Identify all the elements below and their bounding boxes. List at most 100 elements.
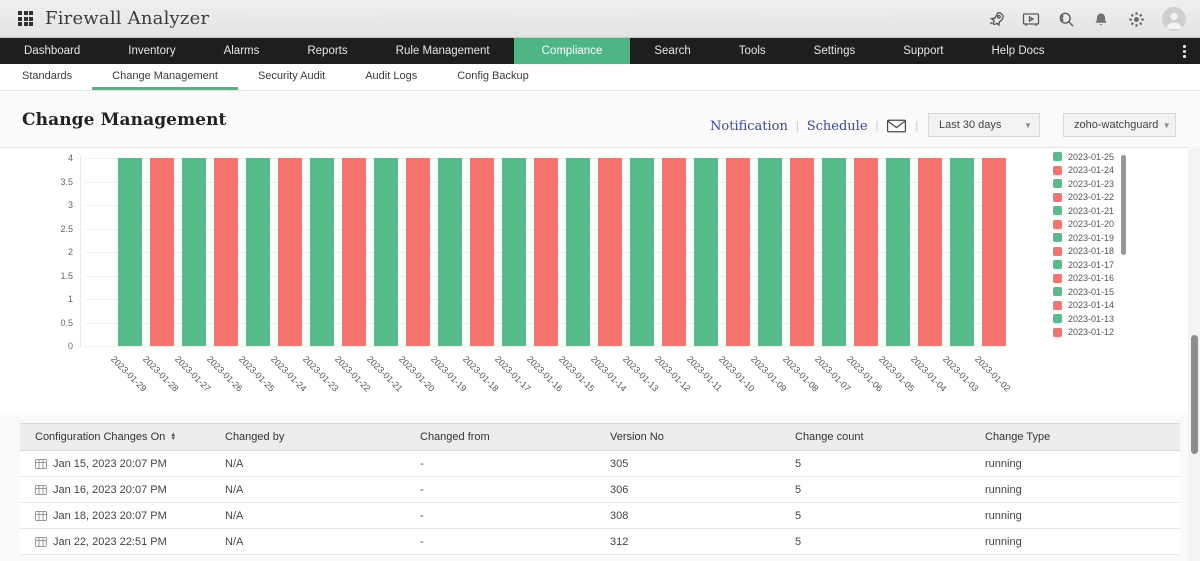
column-header-changed-by[interactable]: Changed by <box>225 431 285 443</box>
bar-2023-01-22[interactable] <box>342 158 366 346</box>
cell-change-type: running <box>985 457 1022 470</box>
table-row[interactable]: Jan 22, 2023 22:51 PM N/A - 312 5 running <box>20 529 1180 555</box>
nav-item-dashboard[interactable]: Dashboard <box>24 45 81 57</box>
settings-gear-icon[interactable] <box>1127 10 1145 28</box>
search-icon[interactable] <box>1057 10 1075 28</box>
legend-item-2023-01-23[interactable]: 2023-01-23 <box>1053 177 1119 191</box>
legend-item-2023-01-16[interactable]: 2023-01-16 <box>1053 272 1119 286</box>
nav-item-help-docs[interactable]: Help Docs <box>991 45 1045 57</box>
column-header-version-no[interactable]: Version No <box>610 431 664 443</box>
bar-2023-01-18[interactable] <box>470 158 494 346</box>
bar-2023-01-21[interactable] <box>374 158 398 346</box>
page-scrollbar-thumb[interactable] <box>1191 335 1198 454</box>
table-row[interactable]: Jan 16, 2023 20:07 PM N/A - 306 5 running <box>20 477 1180 503</box>
subnav-item-standards[interactable]: Standards <box>22 69 73 82</box>
bar-2023-01-17[interactable] <box>502 158 526 346</box>
device-dropdown[interactable]: zoho-watchguard ▼ <box>1063 113 1176 137</box>
nav-item-alarms[interactable]: Alarms <box>223 45 260 57</box>
bar-2023-01-05[interactable] <box>886 158 910 346</box>
cell-change-type: running <box>985 509 1022 522</box>
changes-table: Configuration Changes On ▲ ▼ Changed by Chan… <box>20 423 1180 555</box>
bar-2023-01-19[interactable] <box>438 158 462 346</box>
email-icon[interactable] <box>886 118 907 134</box>
bar-2023-01-02[interactable] <box>982 158 1006 346</box>
table-row[interactable]: Jan 18, 2023 20:07 PM N/A - 308 5 running <box>20 503 1180 529</box>
bar-2023-01-29[interactable] <box>118 158 142 346</box>
bar-2023-01-03[interactable] <box>950 158 974 346</box>
subnav-item-audit-logs[interactable]: Audit Logs <box>365 69 418 82</box>
bar-2023-01-07[interactable] <box>822 158 846 346</box>
bar-2023-01-09[interactable] <box>758 158 782 346</box>
cell-change-count: 5 <box>795 457 802 470</box>
legend-item-2023-01-19[interactable]: 2023-01-19 <box>1053 231 1119 245</box>
legend-item-2023-01-22[interactable]: 2023-01-22 <box>1053 191 1119 205</box>
bar-2023-01-15[interactable] <box>566 158 590 346</box>
schedule-link[interactable]: Schedule <box>806 118 868 134</box>
legend-item-2023-01-24[interactable]: 2023-01-24 <box>1053 164 1119 178</box>
nav-item-tools[interactable]: Tools <box>738 45 766 57</box>
nav-item-inventory[interactable]: Inventory <box>128 45 176 57</box>
time-range-dropdown[interactable]: Last 30 days ▼ <box>928 113 1040 137</box>
bar-2023-01-28[interactable] <box>150 158 174 346</box>
cell-change-type: running <box>985 535 1022 548</box>
time-range-value: Last 30 days <box>939 119 1002 131</box>
legend-item-2023-01-20[interactable]: 2023-01-20 <box>1053 218 1119 232</box>
table-header-row: Configuration Changes On ▲ ▼ Changed by Chan… <box>20 423 1180 451</box>
legend-label: 2023-01-20 <box>1068 219 1115 230</box>
bar-2023-01-04[interactable] <box>918 158 942 346</box>
separator: | <box>795 120 799 132</box>
legend-item-2023-01-13[interactable]: 2023-01-13 <box>1053 312 1119 326</box>
nav-item-settings[interactable]: Settings <box>813 45 856 57</box>
legend-item-2023-01-12[interactable]: 2023-01-12 <box>1053 326 1119 340</box>
notification-link[interactable]: Notification <box>710 118 788 134</box>
apps-grid-icon[interactable] <box>18 11 33 26</box>
bar-2023-01-16[interactable] <box>534 158 558 346</box>
user-avatar[interactable] <box>1162 7 1186 31</box>
y-axis-tick: 2.5 <box>60 223 73 234</box>
legend-label: 2023-01-19 <box>1068 232 1115 243</box>
column-header-configuration-changes-on[interactable]: Configuration Changes On ▲ ▼ <box>35 431 177 443</box>
page-scrollbar-track[interactable] <box>1188 147 1200 561</box>
bar-2023-01-06[interactable] <box>854 158 878 346</box>
bar-2023-01-26[interactable] <box>214 158 238 346</box>
nav-item-support[interactable]: Support <box>903 45 944 57</box>
notifications-bell-icon[interactable] <box>1092 10 1110 28</box>
bar-2023-01-11[interactable] <box>694 158 718 346</box>
rocket-icon[interactable] <box>987 10 1005 28</box>
cell-change-count: 5 <box>795 483 802 496</box>
presentation-icon[interactable] <box>1022 10 1040 28</box>
sort-icon[interactable]: ▲ ▼ <box>170 432 177 442</box>
legend-label: 2023-01-24 <box>1068 165 1115 176</box>
bar-2023-01-25[interactable] <box>246 158 270 346</box>
bar-2023-01-24[interactable] <box>278 158 302 346</box>
legend-item-2023-01-17[interactable]: 2023-01-17 <box>1053 258 1119 272</box>
legend-item-2023-01-14[interactable]: 2023-01-14 <box>1053 299 1119 313</box>
bar-2023-01-13[interactable] <box>630 158 654 346</box>
nav-item-reports[interactable]: Reports <box>307 45 348 57</box>
column-header-change-count[interactable]: Change count <box>795 431 864 443</box>
cell-configuration-changes-on: Jan 15, 2023 20:07 PM <box>20 458 210 470</box>
bar-2023-01-14[interactable] <box>598 158 622 346</box>
nav-item-rule-management[interactable]: Rule Management <box>395 45 490 57</box>
bar-2023-01-12[interactable] <box>662 158 686 346</box>
nav-item-compliance[interactable]: Compliance <box>513 38 631 64</box>
column-header-change-type[interactable]: Change Type <box>985 431 1051 443</box>
table-row[interactable]: Jan 15, 2023 20:07 PM N/A - 305 5 running <box>20 451 1180 477</box>
legend-item-2023-01-25[interactable]: 2023-01-25 <box>1053 150 1119 164</box>
legend-item-2023-01-21[interactable]: 2023-01-21 <box>1053 204 1119 218</box>
subnav-item-config-backup[interactable]: Config Backup <box>457 69 529 82</box>
nav-overflow-kebab-icon[interactable] <box>1179 38 1190 64</box>
bar-2023-01-10[interactable] <box>726 158 750 346</box>
legend-item-2023-01-15[interactable]: 2023-01-15 <box>1053 285 1119 299</box>
column-header-changed-from[interactable]: Changed from <box>420 431 490 443</box>
bar-2023-01-23[interactable] <box>310 158 334 346</box>
nav-item-search[interactable]: Search <box>654 45 691 57</box>
subnav-item-change-management[interactable]: Change Management <box>92 64 238 90</box>
subnav-item-security-audit[interactable]: Security Audit <box>257 69 326 82</box>
legend-item-2023-01-18[interactable]: 2023-01-18 <box>1053 245 1119 259</box>
bar-2023-01-08[interactable] <box>790 158 814 346</box>
bar-2023-01-20[interactable] <box>406 158 430 346</box>
legend-scrollbar[interactable] <box>1121 155 1126 255</box>
bar-2023-01-27[interactable] <box>182 158 206 346</box>
